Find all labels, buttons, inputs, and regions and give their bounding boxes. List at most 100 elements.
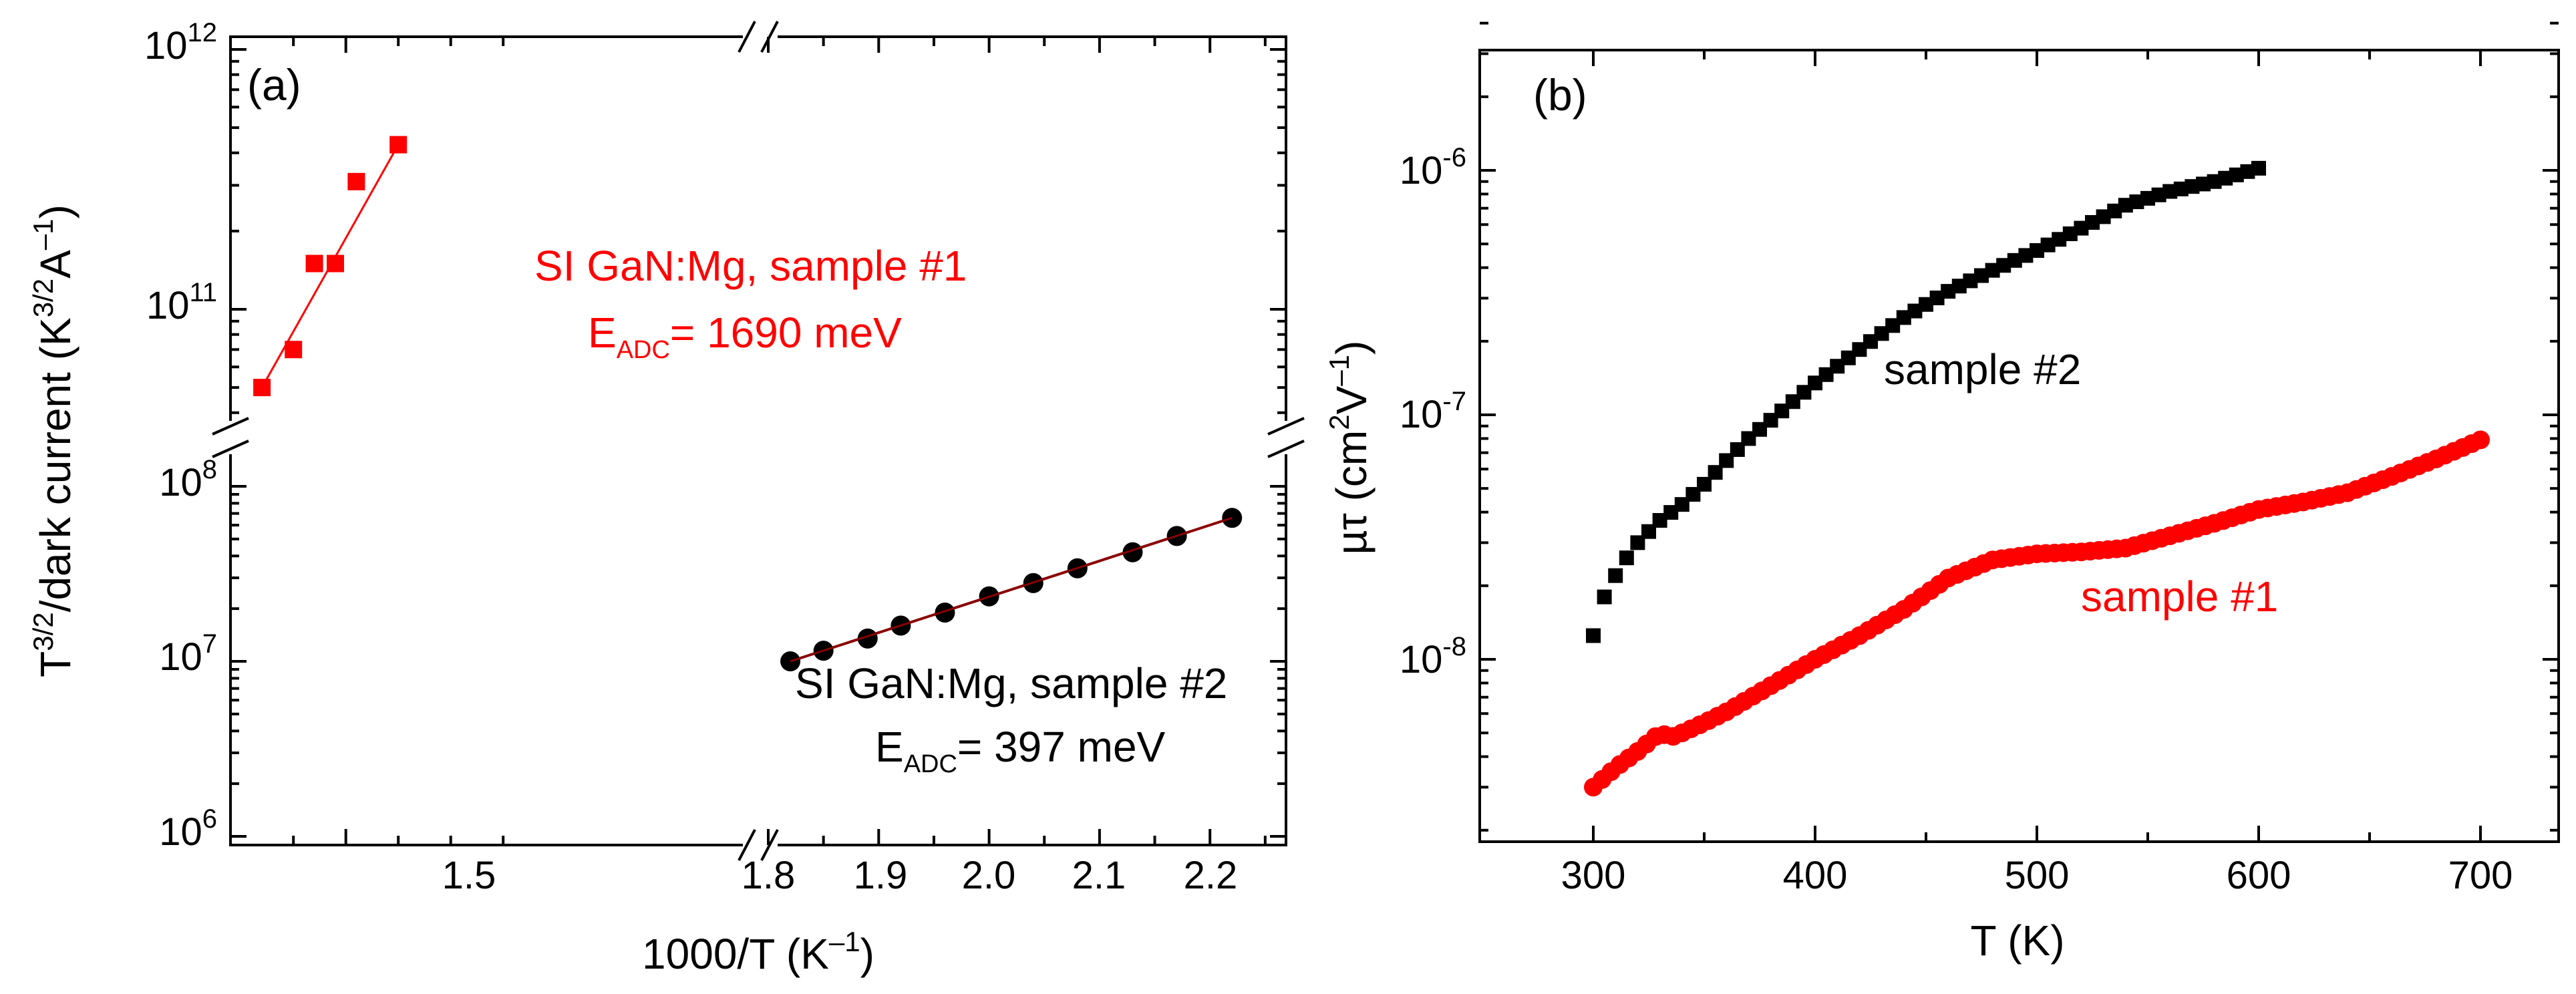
data-point-sample-2: [2030, 243, 2044, 259]
x-tick-label-2.0: 2.0: [962, 854, 1016, 897]
x-tick-label-600: 600: [2227, 854, 2291, 897]
data-point-sample-2: [1674, 497, 1689, 512]
series-energy-sample2: EADC= 397 meV: [875, 723, 1166, 778]
panel-a-label: (a): [247, 60, 301, 110]
data-point-sample-2: [1663, 505, 1679, 520]
data-point-sample-2: [2096, 209, 2111, 224]
data-point-sample-2: [1929, 290, 1945, 305]
y-tick-label-12: 1012: [144, 18, 217, 67]
data-point-sample-2: [1697, 476, 1712, 492]
data-point-sample-2: [2196, 176, 2211, 192]
data-point-sample-2: [1874, 326, 1889, 341]
data-point-sample1: [253, 379, 271, 397]
data-point-sample-2: [2218, 170, 2233, 186]
y-axis-break-left: [212, 417, 249, 458]
data-point-sample-2: [1941, 284, 1956, 299]
data-point-sample-2: [1852, 342, 1867, 357]
data-point-sample1: [327, 255, 344, 273]
data-point-sample-2: [2018, 248, 2034, 263]
data-point-sample1: [305, 255, 323, 273]
series-label-b-sample1: sample #1: [2081, 572, 2278, 621]
panel-b-label: (b): [1533, 70, 1587, 120]
data-point-sample-2: [2173, 181, 2189, 196]
y-axis-label-a: T3/2/dark current (K3/2A–1): [27, 204, 79, 677]
data-point-sample-2: [1830, 359, 1845, 374]
series-energy-sample1: EADC= 1690 meV: [588, 309, 902, 364]
data-point-sample-2: [1752, 422, 1767, 437]
x-tick-label-400: 400: [1783, 854, 1848, 897]
data-point-sample-2: [1730, 442, 1745, 457]
data-point-sample-2: [1951, 279, 1967, 294]
data-point-sample-2: [2118, 198, 2133, 213]
data-point-sample-2: [1907, 303, 1923, 319]
panel-b-frame: [1478, 49, 2560, 843]
x-tick-label-1.9: 1.9: [854, 854, 908, 897]
data-point-sample-2: [1974, 268, 1989, 283]
panel-b-ticks: [1480, 21, 2559, 842]
data-point-sample-2: [2074, 220, 2089, 236]
panel-a-ticks: [230, 37, 1286, 845]
x-axis-label-a: 1000/T (K–1): [642, 926, 874, 978]
y-tick-label-7: 107: [159, 629, 217, 679]
y-axis-break-right: [1267, 417, 1305, 458]
data-point-sample-2: [1763, 413, 1778, 428]
fit-line-sample2-overlay: [790, 516, 1233, 663]
data-point-sample-2: [1963, 273, 1978, 289]
x-axis-break-bottom: [738, 829, 779, 861]
data-point-sample2: [857, 628, 878, 649]
data-point-sample-2: [1774, 403, 1790, 419]
x-axis-break-top: [738, 21, 779, 53]
data-point-sample-2: [1719, 453, 1734, 468]
data-point-sample-2: [1818, 367, 1834, 382]
y-tick-label-6: 106: [159, 804, 217, 854]
data-point-sample1: [347, 172, 365, 190]
data-point-sample-2: [2151, 187, 2166, 202]
data-point-sample-2: [2251, 160, 2266, 176]
x-tick-label-700: 700: [2448, 854, 2513, 897]
x-tick-label-2.1: 2.1: [1072, 854, 1126, 897]
y-tick-label-11: 1011: [146, 278, 217, 327]
data-point-sample-2: [1586, 628, 1601, 643]
data-point-sample-2: [1685, 487, 1701, 502]
data-point-sample-2: [2040, 237, 2056, 253]
data-point-sample-2: [2229, 167, 2244, 182]
data-point-sample-2: [1919, 297, 1933, 312]
x-tick-label-300: 300: [1561, 854, 1626, 897]
data-point-sample-2: [1863, 334, 1878, 349]
panel-a-marks: [253, 136, 1243, 671]
data-point-sample-2: [2129, 194, 2144, 210]
y-tick-label-1e-7: 10-7: [1400, 387, 1466, 436]
y-tick-label-8: 108: [159, 455, 217, 504]
data-point-sample-2: [1619, 550, 1634, 566]
series-label-b-sample2: sample #2: [1884, 345, 2081, 393]
data-point-sample-2: [1840, 350, 1856, 365]
y-tick-label-1e-8: 10-8: [1400, 632, 1466, 681]
data-point-sample-2: [1885, 318, 1901, 333]
data-point-sample-2: [2240, 164, 2255, 179]
series-label-sample1: SI GaN:Mg, sample #1: [534, 242, 967, 290]
data-point-sample-2: [1630, 535, 1645, 550]
y-axis-label-b: µτ (cm2V–1): [1323, 341, 1376, 555]
data-point-sample-2: [2185, 179, 2200, 194]
data-point-sample1: [389, 136, 408, 154]
data-point-sample-2: [1708, 465, 1723, 480]
panel-a: (a) 1012 1011 108 107 106 1.5: [27, 18, 1305, 978]
data-point-sample-2: [2085, 214, 2100, 230]
data-point-sample2: [1122, 542, 1143, 562]
data-point-sample-2: [1741, 431, 1756, 446]
x-tick-label-1.8: 1.8: [742, 854, 796, 897]
x-tick-label-2.2: 2.2: [1184, 854, 1238, 897]
x-tick-label-500: 500: [2005, 854, 2070, 897]
data-point-sample-2: [2140, 190, 2155, 206]
data-point-sample-2: [1808, 375, 1822, 391]
data-point-sample2: [935, 602, 955, 623]
data-point-sample-2: [1785, 394, 1800, 409]
y-tick-label-1e-6: 10-6: [1400, 143, 1466, 192]
data-point-sample-2: [1608, 568, 1623, 583]
data-point-sample-2: [2107, 203, 2122, 218]
x-axis-label-b: T (K): [1970, 917, 2064, 965]
data-point-sample1: [285, 341, 303, 359]
series-label-sample2: SI GaN:Mg, sample #2: [795, 659, 1227, 707]
data-point-sample-2: [1996, 258, 2011, 273]
